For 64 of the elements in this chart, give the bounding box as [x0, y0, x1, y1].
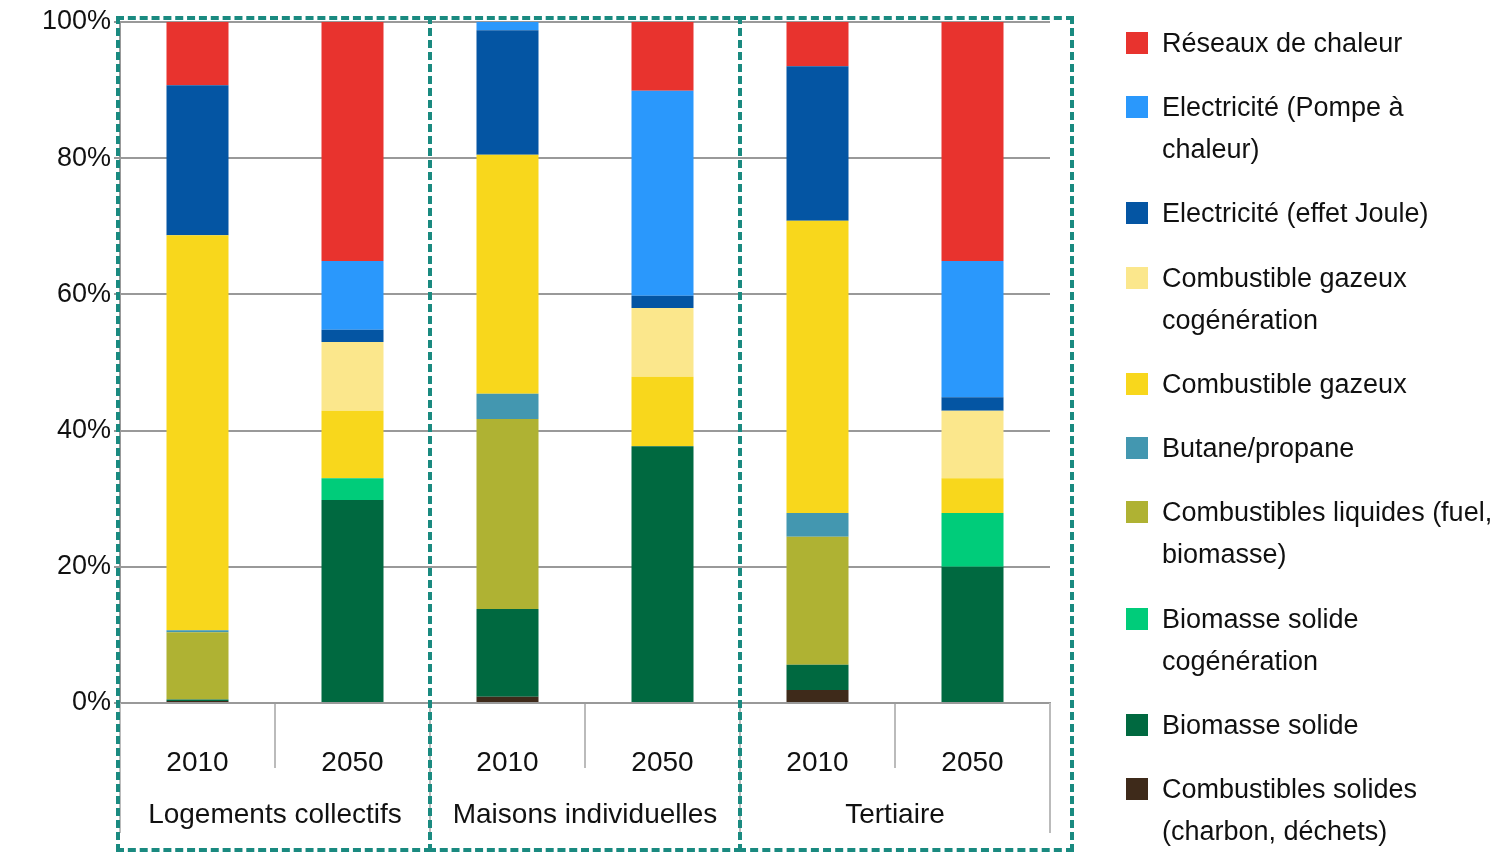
bar — [786, 220, 849, 513]
bar — [476, 393, 539, 420]
bar — [786, 66, 849, 221]
legend-label: Biomasse solide cogénération — [1162, 602, 1360, 678]
bar — [321, 342, 384, 411]
bar — [321, 500, 384, 702]
legend-label: Combustible gazeux — [1162, 367, 1407, 401]
bar — [631, 90, 694, 296]
bar — [476, 22, 539, 31]
bar — [941, 397, 1004, 411]
bar — [941, 513, 1004, 567]
bar — [786, 22, 849, 67]
bar — [476, 154, 539, 394]
legend-label: Butane/propane — [1162, 432, 1355, 466]
x-tick-label: 2010 — [166, 745, 229, 777]
bar — [631, 308, 694, 377]
bar — [476, 419, 539, 610]
x-tick-label: 2010 — [476, 745, 539, 777]
bar — [941, 410, 1004, 479]
bar — [476, 609, 539, 697]
bar — [321, 22, 384, 262]
y-tick-label: 100% — [41, 5, 111, 36]
bar — [631, 446, 694, 702]
legend-label: Electricité (Pompe à chaleur) — [1162, 91, 1405, 167]
text: Logements collectifs — [148, 797, 402, 829]
bar — [321, 478, 384, 501]
bar — [941, 22, 1004, 262]
legend-label: Combustible gazeux cogénération — [1162, 261, 1408, 337]
x-tick-label: 2050 — [631, 745, 694, 777]
bar — [786, 690, 849, 702]
bar — [166, 235, 229, 631]
bar — [941, 261, 1004, 398]
bar — [476, 696, 539, 702]
text: Maisons individuelles — [452, 797, 718, 829]
y-tick-label: 20% — [56, 550, 111, 581]
x-tick-label: 2050 — [321, 745, 384, 777]
bar — [321, 410, 384, 479]
bar — [166, 630, 229, 633]
y-tick-label: 40% — [56, 414, 111, 445]
y-tick-label: 60% — [56, 277, 111, 308]
bar — [631, 376, 694, 447]
bar — [786, 536, 849, 665]
legend-label: Electricité (effet Joule) — [1162, 197, 1429, 231]
legend-label: Combustibles liquides (fuel, biomasse) — [1162, 496, 1494, 572]
y-tick-label: 0% — [71, 686, 111, 717]
bar — [941, 478, 1004, 513]
legend-label: Combustibles solides (charbon, déchets) — [1162, 772, 1419, 848]
bar — [166, 632, 229, 700]
bar — [166, 22, 229, 86]
legend-label: Biomasse solide — [1162, 708, 1359, 742]
bar — [631, 22, 694, 91]
bar — [786, 664, 849, 691]
x-tick-label: 2010 — [786, 745, 849, 777]
bar — [476, 30, 539, 155]
text: Tertiaire — [845, 797, 945, 829]
bar — [631, 295, 694, 309]
bar — [786, 513, 849, 537]
bar — [321, 261, 384, 330]
bar — [166, 85, 229, 236]
y-tick-label: 80% — [56, 141, 111, 172]
legend-label: Réseaux de chaleur — [1162, 27, 1403, 60]
bar — [941, 566, 1004, 702]
x-tick-label: 2050 — [941, 745, 1004, 777]
bar — [321, 329, 384, 343]
